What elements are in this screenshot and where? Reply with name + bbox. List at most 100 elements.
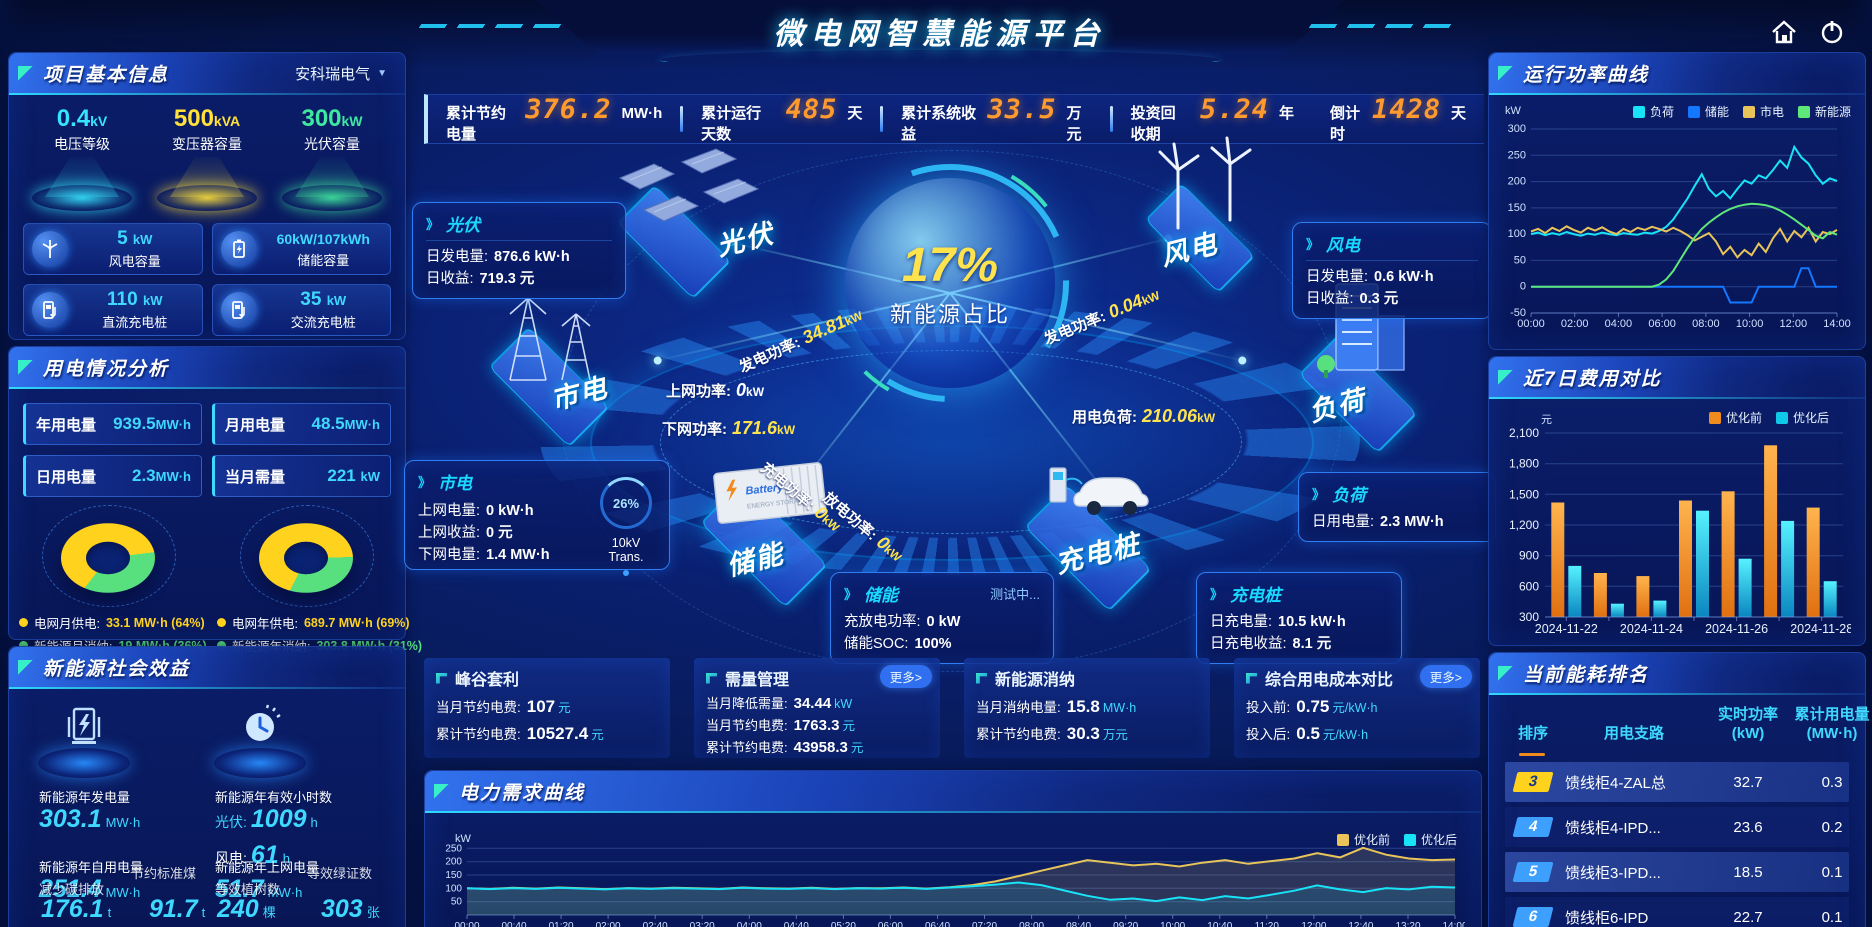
arrow-icon: 》 <box>844 587 858 602</box>
home-icon[interactable] <box>1768 16 1800 48</box>
card-renewable-consumption: 新能源消纳 当月消纳电量: 15.8 MW·h 累计节约电费: 30.3 万元 <box>964 658 1210 758</box>
panel-header-divider <box>1489 693 1865 695</box>
grid-node: 市电 <box>470 280 630 448</box>
svg-text:05:20: 05:20 <box>831 921 856 927</box>
trees-label: 等效植树数 <box>215 882 281 897</box>
panel-title: 近7日费用对比 <box>1523 368 1662 390</box>
ranking-table-header: 排序 用电支路 实时功率 (kW) 累计用电量 (MW·h) <box>1517 706 1870 742</box>
storage-status: 测试中... <box>990 587 1040 602</box>
table-row[interactable]: 6 馈线柜6-IPD 22.7 0.1 <box>1505 897 1849 927</box>
more-button[interactable]: 更多> <box>1419 665 1472 688</box>
panel-social-benefit: 新能源社会效益 新能源年发 <box>8 646 406 927</box>
demand-chart-legend: 优化前 优化后 <box>1336 831 1457 848</box>
hours-label: 新能源年有效小时数 <box>215 790 333 805</box>
svg-text:07:20: 07:20 <box>972 921 997 927</box>
year-energy-stat: 年用电量 939.5MW·h <box>23 403 202 445</box>
panel-energy-ranking: 当前能耗排名 排序 用电支路 实时功率 (kW) 累计用电量 (MW·h) 3 馈线… <box>1488 652 1870 927</box>
svg-text:2,100: 2,100 <box>1509 427 1539 440</box>
grid-info-box: 》市电 上网电量: 0 kW·h 上网收益: 0 元 下网电量: 1.4 MW·h 2… <box>404 460 670 576</box>
donut-ring-decoration <box>42 505 176 607</box>
panel-title: 项目基本信息 <box>43 64 170 86</box>
svg-text:100: 100 <box>1508 228 1526 240</box>
panel-corner-icon <box>1498 369 1513 385</box>
voltage-level-stat: 0.4kV 电压等级 <box>21 105 143 211</box>
legend-item[interactable]: 优化后 <box>1775 409 1829 426</box>
svg-text:12:00: 12:00 <box>1780 318 1808 330</box>
table-row[interactable]: 4 馈线柜4-IPD... 23.6 0.2 <box>1505 807 1849 847</box>
legend-item[interactable]: 优化后 <box>1403 831 1457 848</box>
svg-text:2024-11-22: 2024-11-22 <box>1535 622 1598 636</box>
svg-text:06:00: 06:00 <box>878 921 903 927</box>
legend-item[interactable]: 优化前 <box>1336 831 1390 848</box>
arrow-icon: 》 <box>418 475 432 490</box>
svg-text:00:40: 00:40 <box>501 921 526 927</box>
arrow-icon: 》 <box>1210 587 1224 602</box>
arrow-icon: 》 <box>1306 237 1320 252</box>
ranking-table: 排序 用电支路 实时功率 (kW) 累计用电量 (MW·h) 3 馈线柜4-ZAL总… <box>1505 705 1870 927</box>
charger-node: 充电桩 <box>1010 440 1170 612</box>
card-flag-icon <box>436 672 447 684</box>
energy-panel-icon <box>67 707 101 744</box>
cost-chart-legend: 优化前 优化后 <box>1708 409 1829 426</box>
svg-text:0: 0 <box>1520 281 1526 293</box>
card-demand-management: 需量管理 更多> 当月降低需量: 34.44 kW 当月节约电费: 1763.3 元 累… <box>694 658 940 758</box>
table-row[interactable]: 5 馈线柜3-IPD... 18.5 0.1 <box>1505 852 1849 892</box>
panel-header-divider <box>9 687 405 689</box>
banner-left-decoration <box>418 24 572 28</box>
kpi-divider <box>1109 106 1113 132</box>
legend-item[interactable]: 优化前 <box>1708 409 1762 426</box>
legend-item[interactable]: 电网年供电: 689.7 MW·h (69%) <box>217 613 410 632</box>
charge-power-label: 充电功率:0kW <box>757 459 843 535</box>
kpi-system-income: 累计系统收益 33.5 万元 <box>901 94 1082 143</box>
company-select[interactable]: 安科瑞电气 ▼ <box>295 63 387 84</box>
co2-label: 减少碳排放 <box>39 882 105 897</box>
power-icon[interactable] <box>1816 16 1848 48</box>
panel-corner-icon <box>434 783 449 799</box>
legend-item[interactable]: 市电 <box>1742 103 1784 120</box>
legend-item[interactable]: 负荷 <box>1632 103 1674 120</box>
y-axis-unit: 元 <box>1541 414 1552 426</box>
certs-label: 等效绿证数 <box>307 866 373 881</box>
storage-capacity-stat: 60kW/107kWh 储能容量 <box>211 223 391 275</box>
self-use-value: 251.4 MW·h <box>39 875 141 903</box>
panel-project-info: 项目基本信息 安科瑞电气 ▼ 0.4kV 电压等级 500kVA 变压器容量 3… <box>8 52 406 340</box>
legend-item[interactable]: 储能 <box>1687 103 1729 120</box>
svg-text:2024-11-24: 2024-11-24 <box>1620 622 1683 636</box>
more-button[interactable]: 更多> <box>879 665 932 688</box>
transmission-tower-illustration <box>509 297 591 381</box>
svg-text:250: 250 <box>1508 149 1526 161</box>
legend-item[interactable]: 新能源 <box>1797 103 1851 120</box>
storage-node: Battery ENERGY STORAGE 储能 <box>690 440 850 608</box>
panel-cost-comparison: 近7日费用对比 元 优化前 优化后 2,100 1,800 1,500 1,200 90… <box>1488 356 1866 646</box>
wind-hours-value: 风电: 61 h <box>215 841 290 869</box>
discharge-power-label: 放电功率:0kW <box>819 489 905 565</box>
day-energy-stat: 日用电量 2.3MW·h <box>23 455 202 497</box>
charger-info-box: 》充电桩 日充电量: 10.5 kW·h 日充电收益: 8.1 元 <box>1196 572 1402 664</box>
pv-gen-power-label: 发电功率:34.81kW <box>736 308 865 377</box>
svg-text:08:00: 08:00 <box>1692 318 1720 330</box>
page-title: 微电网智慧能源平台 <box>773 18 1107 51</box>
legend-dot <box>19 618 28 627</box>
load-power-label: 用电负荷: 210.06kW <box>1072 406 1216 426</box>
legend-item[interactable]: 电网月供电: 33.1 MW·h (64%) <box>19 613 205 632</box>
rank-badge: 3 <box>1512 772 1554 792</box>
svg-text:14:00: 14:00 <box>1442 921 1465 927</box>
table-row[interactable]: 3 馈线柜4-ZAL总 32.7 0.3 <box>1505 762 1849 802</box>
svg-text:150: 150 <box>445 870 462 881</box>
power-curve-legend: 负荷 储能 市电 新能源 <box>1632 103 1851 120</box>
month-energy-stat: 月用电量 48.5MW·h <box>212 403 391 445</box>
svg-text:10:00: 10:00 <box>1736 318 1764 330</box>
flow-line-wind <box>949 237 1169 294</box>
to-grid-power-label: 上网功率: 0kW <box>666 380 765 400</box>
wind-node: 风电 <box>1130 128 1280 294</box>
svg-text:13:20: 13:20 <box>1395 921 1420 927</box>
card-cost-comparison: 综合用电成本对比 更多> 投入前: 0.75 元/kW·h 投入后: 0.5 元/kW·… <box>1234 658 1480 758</box>
legend-dot <box>19 641 28 650</box>
rank-badge: 4 <box>1512 817 1554 837</box>
legend-dot <box>217 641 226 650</box>
coal-label: 节约标准煤 <box>131 866 197 881</box>
flow-line-pv <box>730 241 951 294</box>
month-supply-donut-chart <box>61 523 155 593</box>
trees-value: 240 棵 <box>217 895 276 923</box>
gen-value: 303.1 MW·h <box>39 805 141 833</box>
